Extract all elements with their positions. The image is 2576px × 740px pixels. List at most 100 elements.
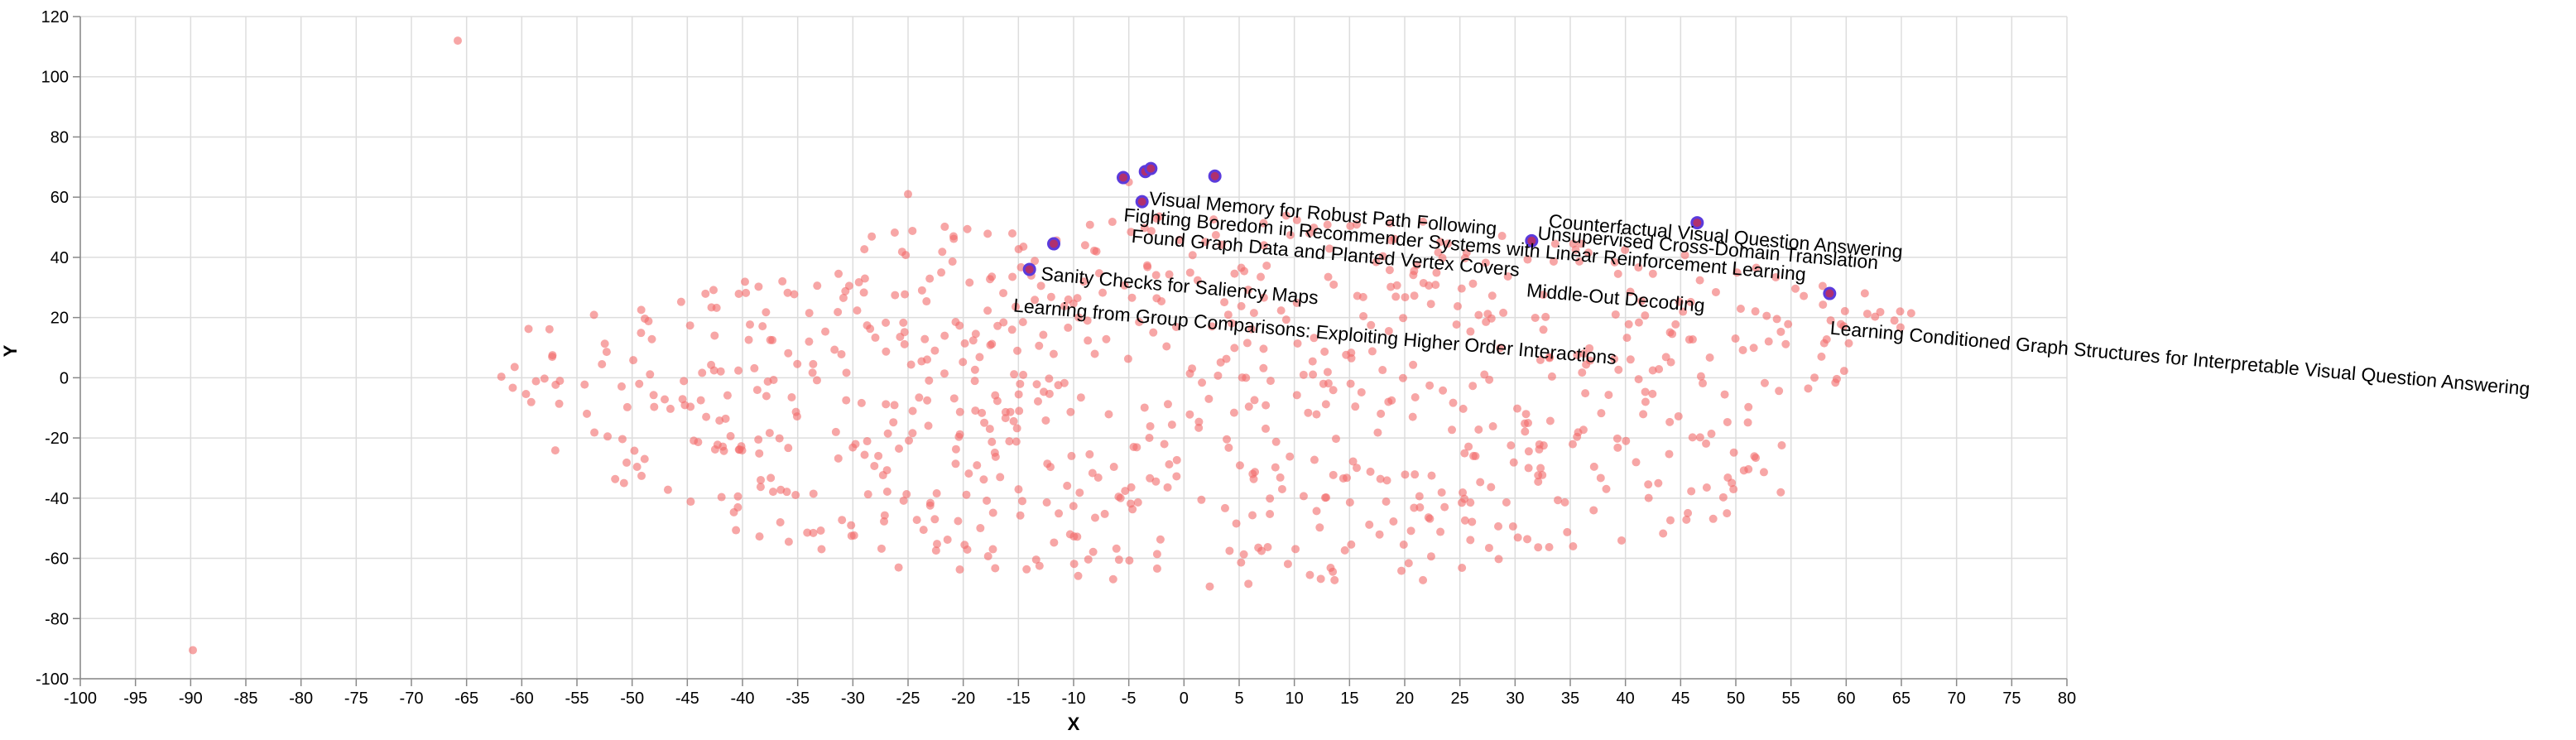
data-point xyxy=(1079,277,1089,286)
data-point xyxy=(988,545,997,554)
data-point xyxy=(1220,298,1229,307)
data-point xyxy=(1160,440,1169,449)
data-point xyxy=(1634,263,1643,272)
data-point xyxy=(1634,375,1643,384)
data-point xyxy=(975,353,984,362)
data-point xyxy=(1419,217,1428,226)
data-point xyxy=(1539,291,1548,300)
data-point xyxy=(809,528,818,537)
data-point xyxy=(790,290,799,299)
data-point xyxy=(602,348,611,357)
data-point xyxy=(1237,558,1246,567)
data-point xyxy=(1399,314,1408,323)
data-point xyxy=(1481,258,1490,267)
data-point xyxy=(1125,556,1134,565)
data-point xyxy=(1665,417,1675,426)
data-point xyxy=(904,190,912,199)
data-point xyxy=(1744,402,1753,411)
data-point xyxy=(1460,449,1469,458)
data-point xyxy=(1251,468,1260,477)
data-point xyxy=(1621,245,1630,254)
data-point xyxy=(1507,441,1516,450)
data-point xyxy=(925,498,935,507)
data-point xyxy=(1329,470,1338,479)
data-point xyxy=(1818,281,1827,291)
data-point xyxy=(1569,239,1578,248)
data-point xyxy=(978,408,987,417)
data-point xyxy=(1114,493,1123,502)
data-point xyxy=(847,531,856,541)
data-point xyxy=(853,306,862,315)
data-point xyxy=(1208,322,1217,331)
data-point xyxy=(1126,499,1135,508)
data-point xyxy=(1271,463,1280,472)
data-point xyxy=(1142,261,1151,270)
data-point xyxy=(1614,365,1623,374)
data-point xyxy=(676,297,685,306)
data-point xyxy=(745,320,754,329)
data-point xyxy=(1576,239,1585,248)
data-point xyxy=(1483,310,1492,319)
data-point xyxy=(1382,476,1391,485)
data-point xyxy=(510,363,519,372)
x-tick-label: 50 xyxy=(1727,690,1745,708)
data-point xyxy=(1457,284,1466,293)
data-point xyxy=(1545,353,1554,363)
data-point xyxy=(1031,555,1040,565)
data-point xyxy=(1401,470,1410,479)
data-point xyxy=(960,339,969,348)
data-point xyxy=(1718,493,1728,502)
data-point xyxy=(980,418,989,427)
data-point xyxy=(734,445,743,454)
data-point xyxy=(1324,379,1333,388)
data-point xyxy=(1129,442,1138,451)
data-point xyxy=(1001,414,1010,423)
data-point xyxy=(766,335,775,344)
data-point xyxy=(1271,437,1281,446)
data-point xyxy=(1550,239,1560,248)
data-point xyxy=(1045,374,1054,383)
data-point xyxy=(1637,296,1646,305)
data-point xyxy=(1104,410,1113,419)
data-point xyxy=(1680,251,1689,260)
data-point xyxy=(548,353,557,362)
data-point xyxy=(1399,540,1408,549)
data-point xyxy=(1822,335,1831,344)
data-point xyxy=(1315,523,1324,532)
data-point xyxy=(1064,323,1073,332)
data-point xyxy=(895,444,904,453)
data-point xyxy=(1151,477,1161,486)
data-point xyxy=(1723,509,1732,518)
data-point xyxy=(1512,404,1521,413)
data-point xyxy=(1266,509,1275,518)
data-point xyxy=(1357,387,1366,396)
data-point xyxy=(1409,360,1418,369)
data-point xyxy=(870,461,879,470)
data-point xyxy=(847,521,856,530)
data-point xyxy=(1127,293,1137,302)
data-point xyxy=(1384,326,1393,335)
data-point xyxy=(805,309,814,318)
data-point xyxy=(983,229,992,238)
data-point xyxy=(521,390,531,399)
data-point xyxy=(1862,310,1872,319)
data-point xyxy=(949,394,959,403)
x-tick-label: 80 xyxy=(2058,690,2076,708)
data-point xyxy=(1728,478,1737,488)
data-point xyxy=(1266,494,1275,503)
data-point xyxy=(1069,502,1078,511)
data-point xyxy=(1523,255,1532,264)
data-point xyxy=(1860,289,1869,298)
data-point xyxy=(1033,396,1042,406)
data-point xyxy=(1035,561,1044,570)
data-point xyxy=(955,407,964,416)
y-tick-label: -20 xyxy=(45,430,69,448)
data-point xyxy=(754,435,763,444)
data-point xyxy=(622,402,632,411)
data-point xyxy=(1228,319,1237,328)
data-point xyxy=(744,335,753,344)
data-point xyxy=(1188,364,1197,373)
data-point xyxy=(768,488,777,497)
data-point xyxy=(809,359,818,368)
data-point xyxy=(782,488,791,497)
